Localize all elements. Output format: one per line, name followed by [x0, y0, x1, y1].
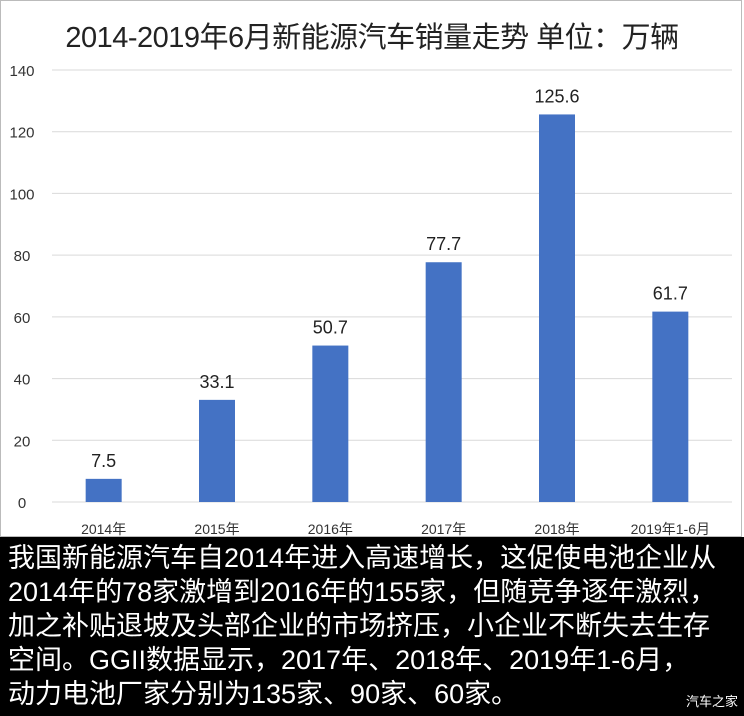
x-tick-label: 2019年1-6月: [631, 521, 710, 537]
data-label: 77.7: [426, 234, 461, 254]
y-tick-label: 140: [9, 63, 34, 80]
caption-line: 加之补贴退坡及头部企业的市场挤压，小企业不断失去生存: [8, 611, 710, 641]
x-tick-label: 2016年: [308, 521, 353, 537]
caption-line: 动力电池厂家分别为135家、90家、60家。: [8, 679, 519, 709]
caption-line: 空间。GGII数据显示，2017年、2018年、2019年1-6月，: [8, 645, 690, 675]
chart-title: 2014-2019年6月新能源汽车销量走势 单位：万辆: [65, 22, 679, 54]
chart-frame: [0, 0, 742, 537]
caption-line: 2014年的78家激增到2016年的155家，但随竞争逐年激烈，: [8, 577, 717, 607]
data-label: 125.6: [534, 86, 579, 106]
y-tick-label: 20: [14, 433, 31, 450]
bar: [312, 345, 349, 502]
bar: [199, 399, 235, 502]
bar: [85, 478, 122, 502]
x-tick-label: 2014年: [81, 521, 126, 537]
y-tick-label: 100: [9, 186, 34, 203]
y-tick-label: 60: [14, 310, 31, 327]
bar-chart: 0 20 40 60 80 100 120 140 7.5 2014年 33.1 2015年 50.7 2…: [9, 63, 732, 537]
bar: [539, 114, 575, 502]
caption-line: 我国新能源汽车自2014年进入高速增长，这促使电池企业从: [8, 543, 717, 573]
data-label: 7.5: [91, 451, 116, 471]
x-tick-label: 2017年: [421, 521, 466, 537]
data-label: 50.7: [313, 318, 348, 338]
y-tick-label: 80: [14, 248, 31, 265]
data-label: 33.1: [199, 372, 234, 392]
y-tick-label: 40: [14, 372, 31, 389]
bar: [652, 311, 689, 502]
x-tick-label: 2018年: [534, 521, 579, 537]
watermark: 汽车之家: [685, 694, 738, 709]
data-label: 61.7: [653, 284, 688, 304]
y-tick-label: 0: [18, 495, 26, 512]
y-tick-label: 120: [9, 125, 34, 142]
bar: [425, 262, 462, 502]
x-tick-label: 2015年: [194, 521, 239, 537]
caption-box: 我国新能源汽车自2014年进入高速增长，这促使电池企业从 2014年的78家激增…: [0, 537, 744, 716]
